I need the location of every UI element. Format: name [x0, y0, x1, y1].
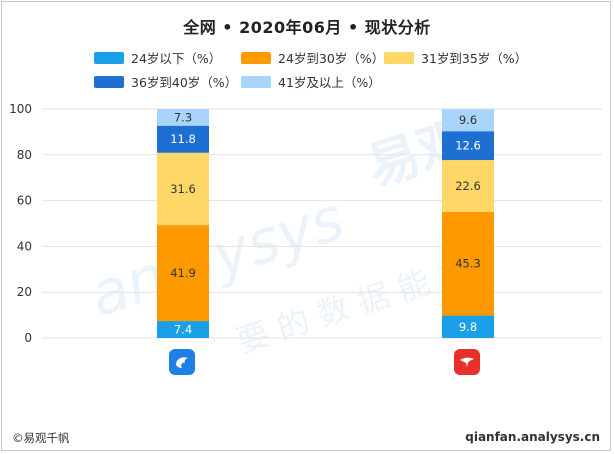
blue-bird-app-icon	[169, 349, 195, 375]
bar-segment	[442, 211, 494, 316]
data-label: 45.3	[455, 257, 481, 271]
data-label: 12.6	[455, 139, 481, 153]
footer-url: qianfan.analysys.cn	[465, 430, 600, 444]
y-tick-label: 60	[17, 194, 32, 208]
data-label: 7.4	[174, 323, 192, 337]
legend-label: 31岁到35岁（%）	[421, 51, 528, 66]
bird-glyph-icon	[176, 357, 188, 368]
data-label: 7.3	[174, 110, 192, 124]
bar-segment	[442, 109, 494, 132]
legend-swatch	[384, 51, 414, 64]
legend-item-31-35: 31岁到35岁（%）	[384, 48, 527, 67]
legend-label: 24岁到30岁（%）	[278, 51, 385, 66]
bar-segment	[442, 315, 494, 338]
bar-segment	[157, 152, 209, 226]
legend-item-41-plus: 41岁及以上（%）	[241, 72, 381, 91]
legend-swatch	[94, 51, 124, 64]
data-label: 9.6	[459, 113, 477, 127]
data-label: 22.6	[455, 179, 481, 193]
legend-label: 41岁及以上（%）	[278, 75, 381, 90]
y-tick-label: 0	[24, 331, 32, 345]
bar-segment	[157, 125, 209, 153]
footer-brand: ©易观千帆	[12, 431, 70, 445]
bar-segment	[157, 225, 209, 322]
legend-item-under-24: 24岁以下（%）	[94, 48, 221, 67]
bird-glyph-icon	[460, 357, 474, 367]
legend-swatch	[94, 75, 124, 88]
y-tick-label: 20	[17, 285, 32, 299]
bar-segment	[157, 109, 209, 126]
bar-segment	[442, 131, 494, 161]
data-label: 31.6	[170, 182, 196, 196]
legend-swatch	[241, 51, 271, 64]
y-tick-label: 80	[17, 148, 32, 162]
y-tick-label: 40	[17, 239, 32, 253]
chart-title: 全网 • 2020年06月 • 现状分析	[183, 18, 431, 37]
legend-item-24-30: 24岁到30岁（%）	[241, 48, 384, 67]
bar-segment	[442, 160, 494, 212]
legend-item-36-40: 36岁到40岁（%）	[94, 72, 237, 91]
legend-swatch	[241, 75, 271, 88]
data-label: 9.8	[459, 320, 477, 334]
red-bird-app-icon	[454, 349, 480, 375]
data-label: 41.9	[170, 266, 196, 280]
y-tick-label: 100	[9, 102, 32, 116]
legend-label: 36岁到40岁（%）	[131, 75, 238, 90]
data-label: 11.8	[170, 132, 196, 146]
bar-segment	[157, 321, 209, 338]
legend-label: 24岁以下（%）	[131, 51, 222, 66]
